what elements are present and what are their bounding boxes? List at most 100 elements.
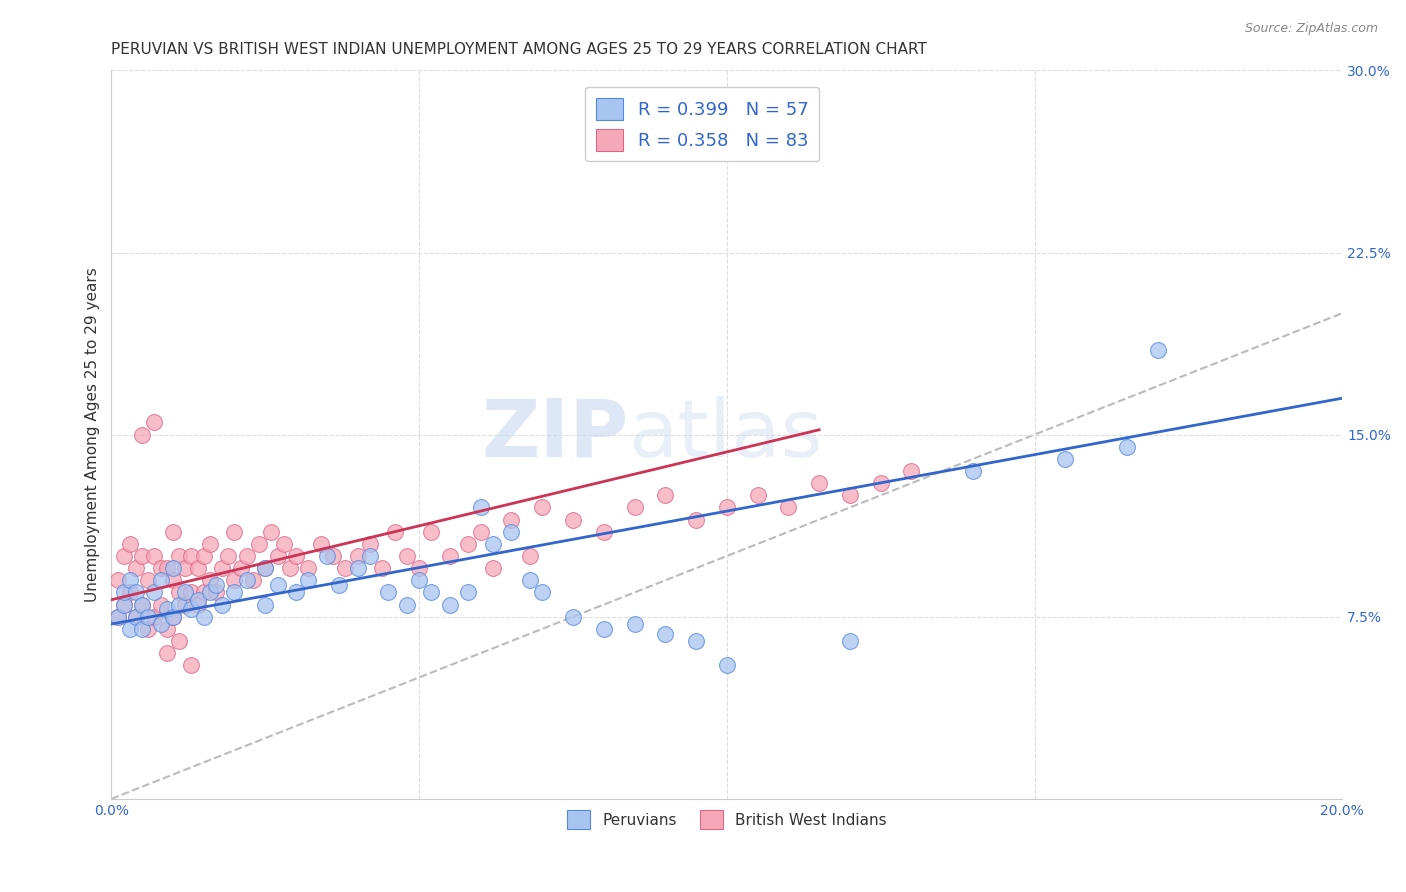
Peruvians	[1054, 451, 1077, 466]
British West Indians	[654, 488, 676, 502]
Peruvians	[143, 585, 166, 599]
British West Indians	[531, 500, 554, 515]
Peruvians	[254, 561, 277, 575]
Peruvians	[211, 598, 233, 612]
Legend: Peruvians, British West Indians: Peruvians, British West Indians	[561, 804, 893, 835]
British West Indians	[193, 585, 215, 599]
British West Indians	[838, 488, 860, 502]
British West Indians	[149, 598, 172, 612]
British West Indians	[187, 561, 209, 575]
British West Indians	[198, 574, 221, 588]
Peruvians	[654, 626, 676, 640]
British West Indians	[470, 524, 492, 539]
British West Indians	[193, 549, 215, 563]
British West Indians	[118, 585, 141, 599]
Peruvians	[482, 537, 505, 551]
British West Indians	[685, 513, 707, 527]
British West Indians	[149, 561, 172, 575]
British West Indians	[138, 622, 160, 636]
British West Indians	[131, 598, 153, 612]
British West Indians	[229, 561, 252, 575]
British West Indians	[254, 561, 277, 575]
British West Indians	[420, 524, 443, 539]
British West Indians	[174, 598, 197, 612]
Peruvians	[138, 609, 160, 624]
British West Indians	[247, 537, 270, 551]
British West Indians	[156, 561, 179, 575]
Peruvians	[149, 617, 172, 632]
Peruvians	[439, 598, 461, 612]
Peruvians	[174, 585, 197, 599]
British West Indians	[205, 585, 228, 599]
British West Indians	[224, 524, 246, 539]
British West Indians	[808, 476, 831, 491]
British West Indians	[278, 561, 301, 575]
Peruvians	[149, 574, 172, 588]
British West Indians	[322, 549, 344, 563]
British West Indians	[198, 537, 221, 551]
Peruvians	[359, 549, 381, 563]
British West Indians	[266, 549, 288, 563]
Peruvians	[167, 598, 190, 612]
British West Indians	[623, 500, 645, 515]
Peruvians	[838, 634, 860, 648]
British West Indians	[224, 574, 246, 588]
British West Indians	[359, 537, 381, 551]
British West Indians	[562, 513, 585, 527]
British West Indians	[107, 574, 129, 588]
Peruvians	[112, 585, 135, 599]
British West Indians	[187, 598, 209, 612]
Peruvians	[193, 609, 215, 624]
British West Indians	[125, 609, 148, 624]
Peruvians	[224, 585, 246, 599]
British West Indians	[180, 658, 202, 673]
British West Indians	[519, 549, 541, 563]
Peruvians	[131, 598, 153, 612]
Peruvians	[328, 578, 350, 592]
Peruvians	[205, 578, 228, 592]
Peruvians	[592, 622, 614, 636]
Peruvians	[470, 500, 492, 515]
British West Indians	[167, 585, 190, 599]
Peruvians	[187, 592, 209, 607]
Y-axis label: Unemployment Among Ages 25 to 29 years: Unemployment Among Ages 25 to 29 years	[86, 268, 100, 602]
Peruvians	[125, 585, 148, 599]
British West Indians	[143, 609, 166, 624]
British West Indians	[211, 561, 233, 575]
British West Indians	[236, 549, 259, 563]
British West Indians	[716, 500, 738, 515]
British West Indians	[167, 549, 190, 563]
British West Indians	[285, 549, 308, 563]
Peruvians	[118, 574, 141, 588]
British West Indians	[156, 622, 179, 636]
Peruvians	[180, 602, 202, 616]
Peruvians	[420, 585, 443, 599]
Peruvians	[519, 574, 541, 588]
Peruvians	[236, 574, 259, 588]
British West Indians	[371, 561, 394, 575]
Peruvians	[1115, 440, 1137, 454]
British West Indians	[395, 549, 418, 563]
British West Indians	[346, 549, 368, 563]
Text: PERUVIAN VS BRITISH WEST INDIAN UNEMPLOYMENT AMONG AGES 25 TO 29 YEARS CORRELATI: PERUVIAN VS BRITISH WEST INDIAN UNEMPLOY…	[111, 42, 928, 57]
British West Indians	[118, 537, 141, 551]
British West Indians	[180, 585, 202, 599]
British West Indians	[592, 524, 614, 539]
Peruvians	[162, 609, 184, 624]
Peruvians	[315, 549, 337, 563]
Peruvians	[162, 561, 184, 575]
Peruvians	[156, 602, 179, 616]
British West Indians	[482, 561, 505, 575]
Peruvians	[395, 598, 418, 612]
Peruvians	[377, 585, 399, 599]
Peruvians	[623, 617, 645, 632]
Peruvians	[685, 634, 707, 648]
British West Indians	[156, 646, 179, 660]
Peruvians	[131, 622, 153, 636]
British West Indians	[162, 524, 184, 539]
British West Indians	[174, 561, 197, 575]
British West Indians	[260, 524, 283, 539]
Peruvians	[501, 524, 523, 539]
Peruvians	[285, 585, 308, 599]
British West Indians	[167, 634, 190, 648]
